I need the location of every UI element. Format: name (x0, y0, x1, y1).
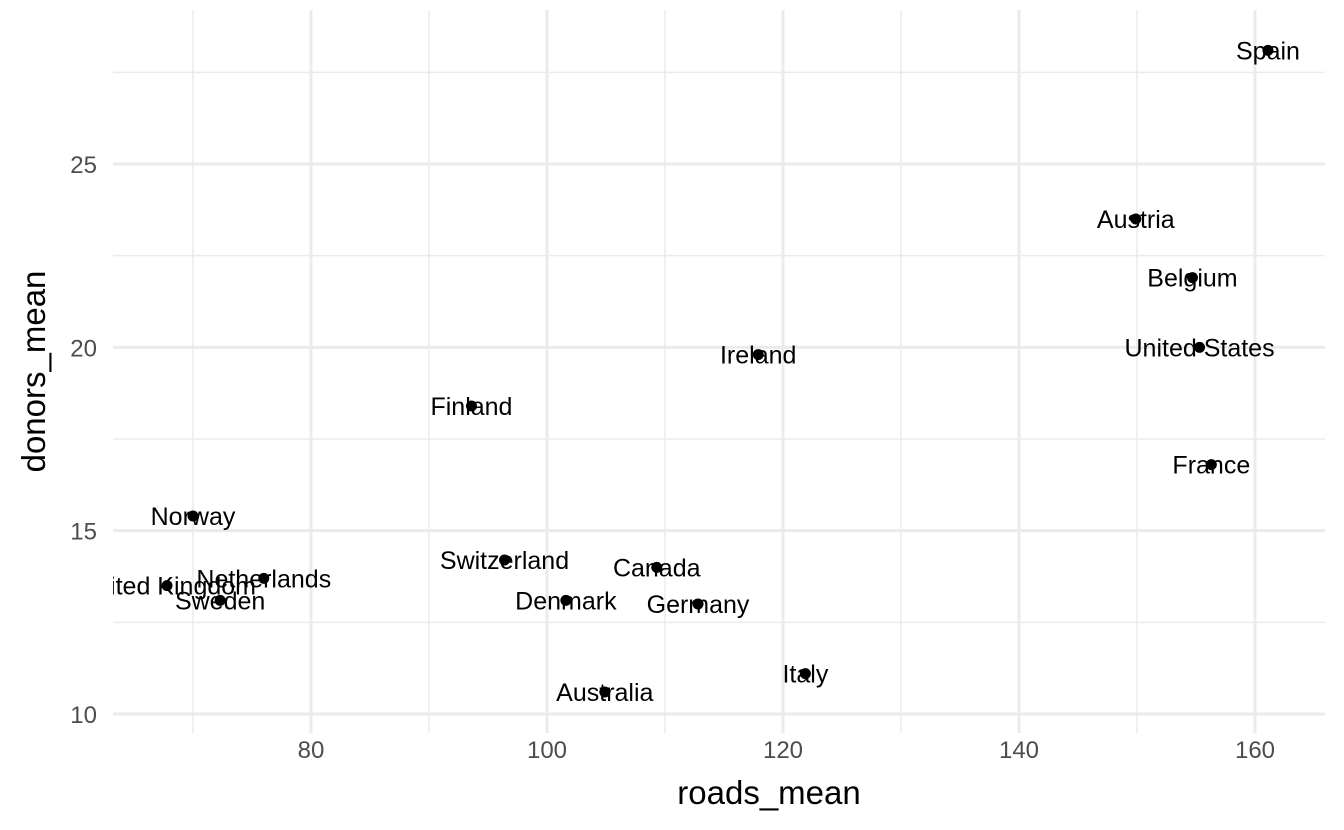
data-point (1130, 213, 1142, 225)
x-tick-label: 100 (527, 737, 567, 764)
data-point (651, 561, 663, 573)
tick-labels: 80 100 120 140 160 10 15 20 25 (70, 152, 1275, 764)
data-point (1205, 459, 1217, 471)
point-label: Switzerland (440, 547, 569, 575)
point-label: Spain (1236, 37, 1300, 65)
point-label: Belgium (1147, 265, 1237, 293)
x-tick-label: 160 (1235, 737, 1275, 764)
y-tick-label: 25 (70, 152, 97, 179)
data-point (187, 510, 199, 522)
x-tick-label: 80 (298, 737, 325, 764)
point-labels: Spain Austria Belgium United States Ireland F… (78, 37, 1300, 707)
point-label: Denmark (515, 587, 617, 615)
y-tick-label: 10 (70, 702, 97, 729)
y-tick-label: 20 (70, 335, 97, 362)
data-point (1186, 272, 1198, 284)
data-point (1262, 44, 1274, 56)
x-tick-label: 140 (999, 737, 1039, 764)
data-point (161, 580, 173, 592)
data-point (560, 594, 572, 606)
data-point (214, 594, 226, 606)
point-label: Netherlands (196, 565, 331, 593)
data-point (465, 400, 477, 412)
point-label: Ireland (720, 342, 796, 370)
data-point (258, 572, 270, 584)
point-label: Norway (151, 503, 236, 531)
point-label: Sweden (175, 587, 265, 615)
y-tick-label: 15 (70, 519, 97, 546)
data-point (799, 668, 811, 680)
y-axis-title: donors_mean (15, 271, 52, 473)
x-tick-label: 120 (763, 737, 803, 764)
data-points (161, 44, 1274, 698)
point-label: Canada (613, 554, 701, 582)
point-label: Italy (782, 661, 828, 689)
grid-layer (113, 10, 1325, 733)
point-label: United Kingdom (78, 573, 256, 601)
point-label: Germany (647, 591, 750, 619)
data-point (599, 686, 611, 698)
data-point (1194, 341, 1206, 353)
point-label: United States (1124, 334, 1274, 362)
data-point (499, 554, 511, 566)
data-point (692, 598, 704, 610)
point-label: Austria (1097, 206, 1175, 234)
data-point (752, 349, 764, 361)
point-label: France (1172, 452, 1250, 480)
point-label: Australia (556, 679, 653, 707)
point-label: Finland (430, 393, 512, 421)
x-axis-title: roads_mean (677, 774, 860, 811)
